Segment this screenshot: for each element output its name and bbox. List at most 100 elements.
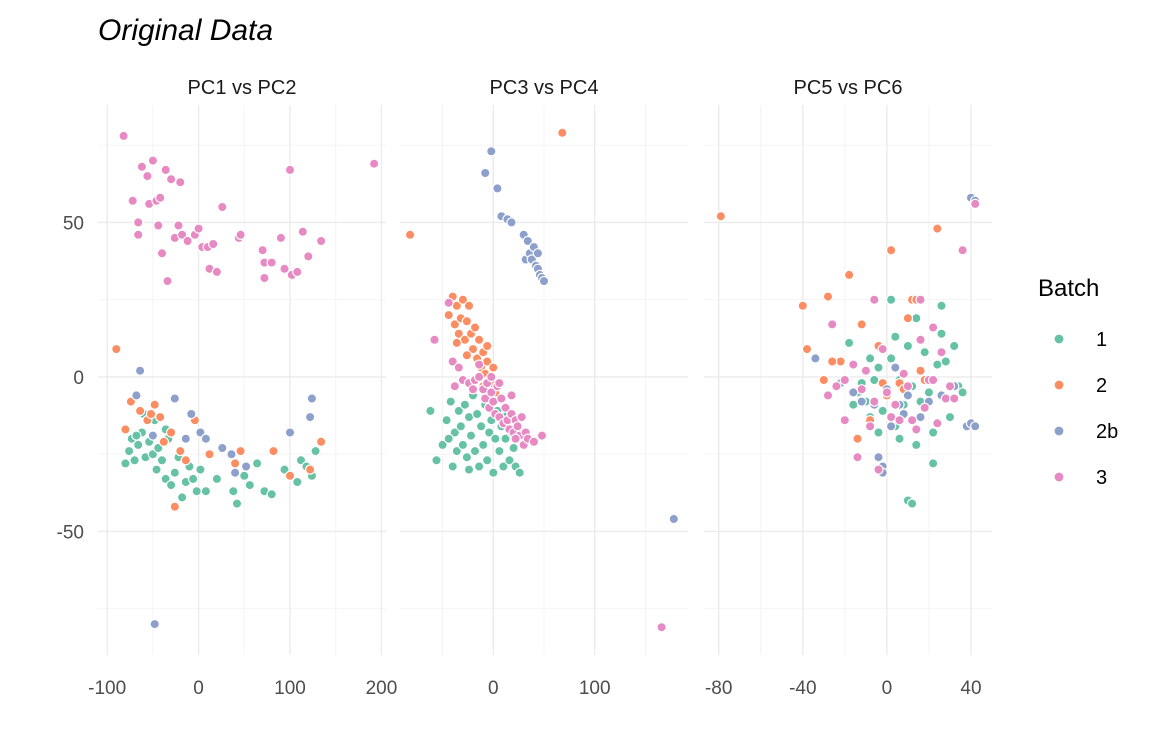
x-tick-label: 100: [579, 678, 611, 699]
series-2: [111, 343, 327, 512]
data-point: [453, 362, 464, 373]
data-point: [169, 467, 180, 478]
data-point: [429, 334, 440, 345]
data-point: [906, 498, 918, 509]
data-point: [239, 470, 250, 481]
data-point: [894, 433, 905, 444]
x-tick-label: 200: [366, 678, 398, 699]
data-point: [715, 210, 727, 222]
data-point: [447, 356, 458, 367]
data-point: [151, 464, 162, 475]
data-point: [557, 127, 568, 138]
data-point: [304, 464, 316, 475]
data-point: [467, 384, 479, 395]
series-3: [822, 198, 981, 475]
series-3: [118, 130, 380, 287]
data-point: [514, 467, 525, 478]
data-point: [482, 340, 493, 352]
data-point: [134, 405, 146, 417]
data-point: [919, 347, 930, 358]
data-point: [147, 155, 159, 166]
data-point: [193, 223, 204, 234]
data-point: [949, 393, 960, 404]
data-point: [500, 433, 511, 444]
data-point: [165, 479, 177, 491]
data-point: [856, 396, 867, 407]
data-point: [970, 198, 981, 210]
data-point: [873, 362, 884, 373]
data-point: [153, 220, 164, 231]
data-point: [176, 492, 188, 503]
data-point: [473, 461, 485, 472]
data-point: [158, 436, 169, 447]
data-point: [275, 232, 287, 244]
data-point: [873, 452, 884, 463]
data-point: [532, 248, 544, 259]
panel-title: PC5 vs PC6: [794, 77, 903, 99]
y-tick-label: 50: [63, 213, 84, 234]
legend: Batch 1 2 2b 3: [1038, 275, 1118, 489]
data-point: [310, 445, 321, 457]
data-point: [818, 374, 830, 386]
data-point: [932, 359, 943, 370]
data-point: [936, 300, 947, 311]
data-point: [936, 347, 947, 358]
data-point: [902, 381, 914, 392]
data-point: [235, 445, 246, 457]
data-point: [131, 390, 142, 401]
data-point: [226, 449, 237, 460]
data-point: [211, 473, 223, 485]
y-tick-label: 0: [73, 368, 84, 389]
data-point: [165, 173, 177, 185]
data-point: [463, 464, 475, 475]
data-point: [204, 449, 215, 460]
data-point: [473, 334, 485, 345]
data-point: [404, 229, 416, 240]
data-point: [131, 430, 142, 441]
data-point: [852, 452, 863, 463]
data-point: [656, 622, 667, 633]
data-point: [885, 421, 897, 432]
data-point: [915, 334, 926, 345]
data-point: [494, 377, 505, 389]
data-point: [915, 294, 926, 305]
data-point: [457, 294, 469, 305]
data-point: [266, 489, 277, 500]
legend-label: 2b: [1096, 421, 1118, 443]
data-point: [506, 217, 517, 228]
data-point: [890, 399, 901, 410]
data-point: [437, 439, 448, 451]
legend-key: [1053, 471, 1065, 483]
data-point: [467, 343, 479, 355]
data-point: [877, 405, 888, 417]
data-point: [839, 374, 851, 386]
data-point: [315, 235, 327, 247]
data-point: [268, 445, 279, 457]
data-point: [923, 387, 935, 398]
data-point: [801, 343, 813, 355]
data-point: [217, 201, 228, 213]
x-tick-label: 40: [960, 678, 981, 699]
data-point: [443, 297, 454, 308]
data-point: [471, 408, 483, 420]
data-point: [500, 402, 511, 413]
data-point: [229, 467, 241, 478]
data-point: [123, 445, 135, 457]
data-point: [478, 439, 489, 451]
data-point: [279, 263, 290, 274]
data-point: [266, 257, 277, 268]
data-point: [465, 430, 477, 441]
panel-3: PC5 vs PC6 -80 -40 0 40: [704, 77, 992, 699]
data-point: [165, 427, 177, 438]
data-point: [447, 461, 458, 472]
data-point: [461, 316, 473, 327]
data-point: [441, 415, 452, 426]
data-point: [522, 235, 534, 247]
data-point: [425, 405, 436, 417]
data-point: [848, 359, 859, 370]
data-point: [902, 313, 914, 324]
data-point: [449, 427, 460, 438]
data-point: [827, 319, 838, 330]
data-point: [455, 421, 466, 432]
